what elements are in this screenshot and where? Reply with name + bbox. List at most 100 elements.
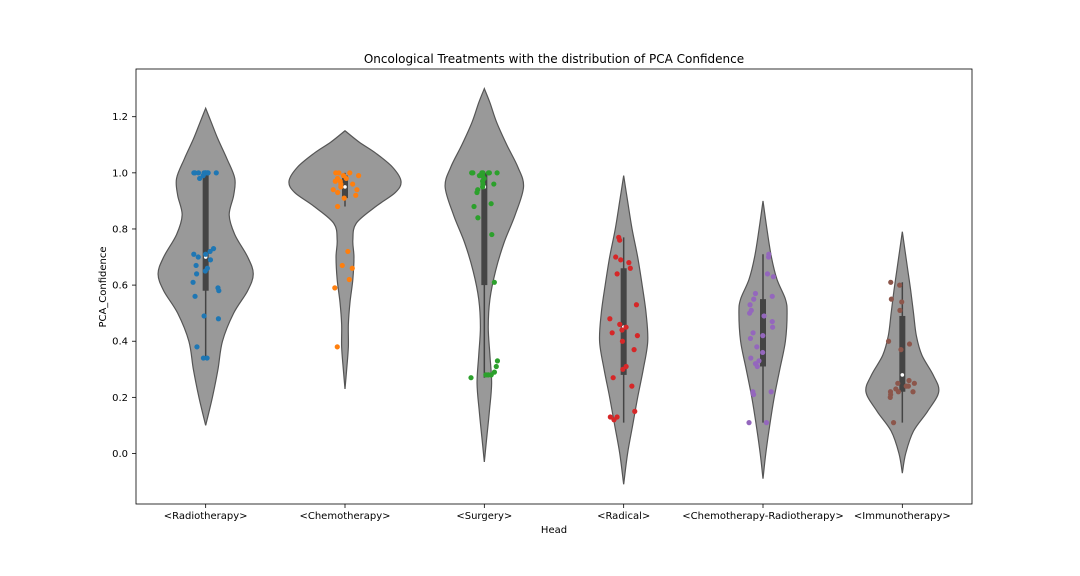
data-point — [898, 347, 904, 353]
data-point — [471, 203, 477, 210]
y-tick-label: 0.8 — [112, 224, 128, 235]
violin-median — [343, 185, 347, 189]
data-point — [332, 178, 338, 184]
violins-layer — [157, 87, 940, 485]
data-point — [207, 248, 213, 255]
data-point — [752, 290, 759, 297]
data-point — [627, 265, 633, 271]
data-point — [633, 302, 640, 308]
data-point — [887, 394, 893, 400]
x-axis-label: Head — [541, 525, 567, 536]
data-point — [890, 420, 897, 426]
data-point — [215, 316, 222, 322]
data-point — [216, 288, 222, 294]
data-point — [751, 391, 757, 398]
violin-body — [288, 129, 402, 389]
data-point — [910, 389, 916, 395]
plot-frame — [135, 68, 973, 505]
data-point — [911, 380, 917, 386]
data-point — [763, 420, 770, 426]
data-point — [205, 170, 211, 176]
data-point — [895, 389, 902, 395]
data-point — [350, 181, 356, 187]
violin-iqr-box — [760, 299, 766, 367]
y-tick-label: 0.6 — [112, 281, 128, 292]
data-point — [191, 251, 197, 257]
data-point — [761, 313, 767, 319]
data-point — [623, 324, 629, 330]
x-tick-label: <Immunotherapy> — [854, 511, 951, 522]
data-point — [469, 170, 475, 176]
data-point — [619, 327, 625, 333]
data-point — [614, 271, 620, 277]
data-point — [611, 417, 617, 423]
data-point — [207, 257, 214, 263]
data-point — [618, 257, 624, 263]
data-point — [770, 324, 776, 330]
data-point — [356, 173, 362, 179]
data-point — [888, 279, 894, 285]
data-point — [885, 338, 892, 344]
data-point — [203, 251, 209, 257]
x-tick-label: <Surgery> — [456, 511, 512, 522]
data-point — [491, 279, 497, 285]
data-point — [201, 313, 207, 319]
data-point — [760, 333, 766, 339]
x-axis: <Radiotherapy> <Chemotherapy> <Surgery> <Ra… — [164, 504, 951, 522]
data-point — [751, 296, 757, 302]
data-point — [213, 170, 219, 176]
data-point — [748, 355, 754, 361]
data-point — [634, 333, 641, 339]
data-point — [906, 377, 912, 384]
data-point — [903, 383, 909, 389]
data-point — [765, 254, 772, 260]
data-point — [494, 170, 500, 176]
data-point — [747, 335, 754, 342]
violin-iqr-box — [899, 315, 906, 392]
data-point — [768, 389, 774, 395]
data-point — [607, 414, 613, 420]
x-tick-label: <Chemotherapy> — [299, 511, 390, 522]
x-tick-label: <Radiotherapy> — [164, 511, 248, 522]
data-point — [626, 260, 632, 266]
data-point — [888, 296, 894, 302]
data-point — [475, 215, 481, 221]
data-point — [609, 330, 615, 336]
data-point — [607, 316, 613, 322]
data-point — [769, 318, 775, 325]
data-point — [746, 310, 753, 316]
data-point — [202, 268, 208, 274]
data-point — [489, 231, 495, 238]
data-point — [354, 187, 360, 193]
data-point — [480, 184, 486, 190]
data-point — [631, 347, 637, 353]
y-axis: 0.0 0.2 0.4 0.6 0.8 1.0 1.2 — [112, 112, 136, 460]
data-point — [204, 355, 210, 361]
data-point — [346, 276, 352, 283]
data-point — [613, 254, 619, 260]
data-point — [899, 299, 905, 305]
data-point — [200, 173, 206, 179]
y-tick-label: 0.0 — [112, 449, 128, 460]
y-tick-label: 0.4 — [112, 337, 128, 348]
data-point — [746, 420, 752, 426]
data-point — [906, 341, 913, 347]
chart-title: Oncological Treatments with the distribu… — [364, 52, 744, 66]
y-tick-label: 0.2 — [112, 393, 128, 404]
data-point — [629, 383, 635, 389]
data-point — [195, 254, 201, 260]
x-tick-label: <Chemotherapy-Radiotherapy> — [682, 511, 843, 522]
y-tick-label: 1.2 — [112, 112, 128, 123]
data-point — [335, 189, 341, 196]
data-point — [190, 279, 196, 285]
data-point — [770, 274, 776, 280]
data-point — [485, 170, 492, 176]
data-point — [194, 344, 200, 350]
violin-iqr-box — [481, 172, 488, 286]
data-point — [195, 170, 202, 176]
data-point — [617, 321, 623, 327]
data-point — [193, 262, 199, 269]
data-point — [335, 203, 341, 210]
violin-iqr-box — [202, 172, 209, 291]
